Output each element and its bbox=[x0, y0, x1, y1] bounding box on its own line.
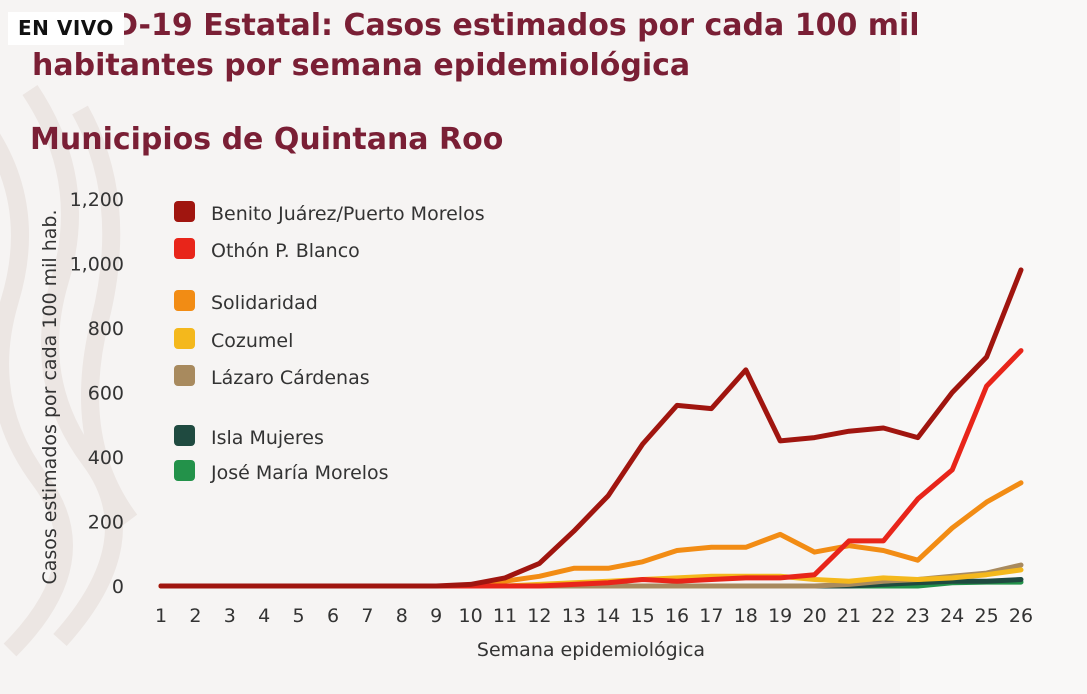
x-tick-label: 19 bbox=[768, 605, 792, 627]
y-axis-title: Casos estimados por cada 100 mil hab. bbox=[39, 209, 61, 584]
x-tick-label: 14 bbox=[596, 605, 620, 627]
legend-swatch bbox=[174, 201, 195, 222]
x-tick-label: 11 bbox=[493, 605, 517, 627]
series-line-1 bbox=[158, 267, 1024, 589]
x-tick-label: 21 bbox=[837, 605, 861, 627]
legend-swatch bbox=[174, 328, 195, 349]
y-axis-ticks: 0 200 400 600 800 1,000 1,200 bbox=[70, 189, 124, 598]
y-tick-label: 200 bbox=[88, 512, 124, 534]
live-badge: EN VIVO bbox=[8, 12, 124, 45]
legend-swatch bbox=[174, 425, 195, 446]
legend-label: José María Morelos bbox=[210, 462, 389, 484]
x-tick-label: 6 bbox=[327, 605, 339, 627]
x-tick-label: 13 bbox=[562, 605, 586, 627]
x-tick-label: 4 bbox=[258, 605, 270, 627]
legend-label: Othón P. Blanco bbox=[211, 240, 360, 262]
x-axis-label: Semana epidemiológica bbox=[477, 639, 705, 661]
y-axis-label: Casos estimados por cada 100 mil hab. bbox=[39, 209, 61, 584]
legend-label: Isla Mujeres bbox=[211, 427, 324, 449]
chart-subtitle: Municipios de Quintana Roo bbox=[30, 122, 504, 157]
x-tick-label: 10 bbox=[459, 605, 483, 627]
x-tick-label: 7 bbox=[361, 605, 373, 627]
legend-swatch bbox=[174, 290, 195, 311]
series-line-3 bbox=[158, 480, 1024, 589]
y-tick-label: 0 bbox=[112, 576, 124, 598]
x-axis-ticks: 1 2 3 4 5 6 7 8 9 10 11 12 13 14 15 16 17 18 19 20 21 22 23 24 2… bbox=[155, 605, 1033, 627]
x-tick-label: 12 bbox=[527, 605, 551, 627]
legend-label: Lázaro Cárdenas bbox=[211, 367, 370, 389]
x-tick-label: 22 bbox=[871, 605, 895, 627]
legend-swatch bbox=[174, 460, 195, 481]
x-tick-label: 9 bbox=[430, 605, 442, 627]
x-tick-label: 8 bbox=[396, 605, 408, 627]
x-tick-label: 20 bbox=[803, 605, 827, 627]
x-tick-label: 25 bbox=[975, 605, 999, 627]
y-tick-label: 600 bbox=[88, 383, 124, 405]
y-tick-label: 1,000 bbox=[70, 254, 124, 276]
x-tick-label: 16 bbox=[665, 605, 689, 627]
x-tick-label: 3 bbox=[224, 605, 236, 627]
x-tick-label: 17 bbox=[699, 605, 723, 627]
x-tick-label: 24 bbox=[940, 605, 964, 627]
legend-swatch bbox=[174, 365, 195, 386]
x-axis-title: Semana epidemiológica bbox=[477, 639, 705, 661]
x-tick-label: 26 bbox=[1009, 605, 1033, 627]
y-tick-label: 1,200 bbox=[70, 189, 124, 211]
chart-title: COVID-19 Estatal: Casos estimados por ca… bbox=[32, 8, 920, 83]
legend-swatch bbox=[174, 238, 195, 259]
x-tick-label: 2 bbox=[189, 605, 201, 627]
y-tick-label: 400 bbox=[88, 447, 124, 469]
x-tick-label: 5 bbox=[293, 605, 305, 627]
y-tick-label: 800 bbox=[88, 318, 124, 340]
x-tick-label: 18 bbox=[734, 605, 758, 627]
legend-label: Solidaridad bbox=[211, 292, 318, 314]
legend: Benito Juárez/Puerto Morelos Othón P. Bla… bbox=[174, 201, 485, 484]
legend-label: Cozumel bbox=[211, 330, 293, 352]
series-lines bbox=[158, 267, 1024, 589]
x-tick-label: 1 bbox=[155, 605, 167, 627]
x-tick-label: 23 bbox=[906, 605, 930, 627]
x-tick-label: 15 bbox=[631, 605, 655, 627]
legend-label: Benito Juárez/Puerto Morelos bbox=[211, 203, 485, 225]
